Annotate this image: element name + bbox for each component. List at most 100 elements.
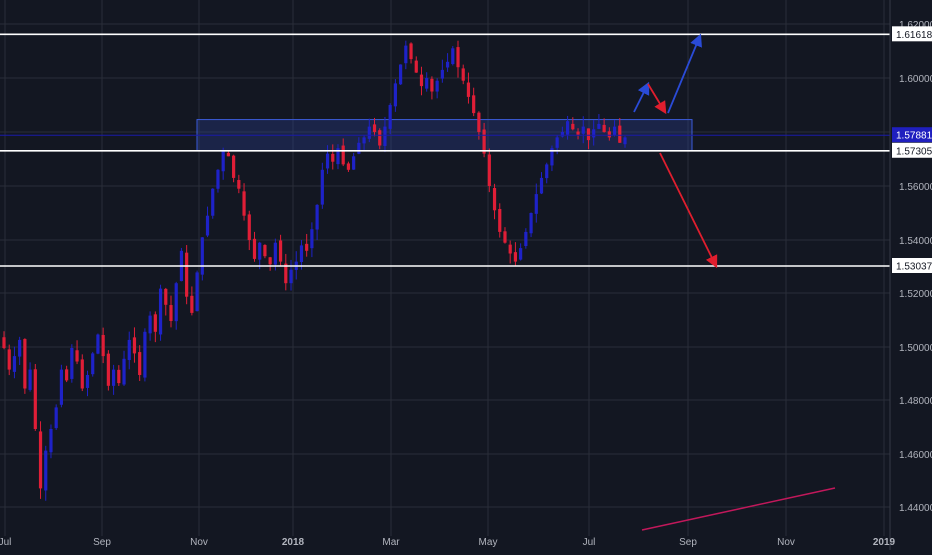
candle-body	[315, 204, 319, 230]
y-tick-label: 1.62000	[899, 20, 932, 31]
arrow-up-1[interactable]	[633, 81, 650, 113]
candle-body	[96, 334, 100, 354]
candle-body	[602, 124, 606, 132]
candle-body	[190, 295, 194, 313]
level-badge: 1.53037	[896, 262, 932, 273]
candle-body	[352, 156, 356, 170]
candle-body	[357, 142, 361, 154]
candle-body	[487, 154, 491, 186]
candle-body	[576, 131, 580, 135]
candle-body	[445, 61, 450, 68]
candle-body	[310, 229, 314, 249]
candle-body	[122, 358, 126, 385]
candle-body	[612, 126, 617, 135]
candle-body	[138, 352, 142, 375]
candle-body	[404, 45, 408, 64]
candle-body	[325, 153, 330, 169]
candle-body	[430, 78, 434, 92]
candle-body	[607, 131, 611, 138]
candle-body	[33, 369, 37, 429]
candle-body	[529, 213, 533, 234]
candle-body	[200, 237, 204, 275]
x-tick-label: Nov	[777, 537, 795, 548]
candle-body	[12, 356, 17, 372]
x-tick-label: 2019	[873, 537, 896, 548]
x-tick-label: Jul	[583, 537, 596, 548]
candle-body	[597, 123, 601, 129]
candle-body	[221, 150, 225, 172]
candle-body	[169, 305, 173, 321]
candle-body	[44, 450, 48, 491]
candle-body	[258, 242, 262, 260]
level-badge: 1.61618	[896, 30, 932, 41]
candle-body	[560, 132, 564, 137]
level-badge: 1.57305	[896, 146, 932, 157]
scenario-arrows	[633, 33, 836, 531]
candle-body	[185, 252, 189, 297]
arrow-up-2[interactable]	[667, 33, 702, 114]
candle-body	[284, 263, 288, 284]
x-tick-label: Nov	[190, 537, 208, 548]
candle-body	[498, 208, 502, 232]
candle-body	[618, 125, 622, 143]
candle-body	[158, 288, 163, 335]
candle-body	[513, 252, 518, 262]
candle-body	[164, 288, 168, 305]
candle-body	[174, 283, 178, 322]
candle-body	[592, 129, 596, 138]
trendline[interactable]	[641, 487, 836, 531]
candle-body	[289, 269, 293, 284]
arrow-down-1[interactable]	[647, 83, 667, 115]
candle-body	[23, 339, 27, 389]
candle-body	[367, 126, 371, 139]
level-badge-bg	[892, 258, 932, 274]
candle-body	[440, 69, 444, 79]
candle-body	[399, 64, 403, 85]
candle-body	[2, 337, 6, 348]
candle-body	[70, 348, 74, 379]
candle-body	[252, 238, 257, 259]
candle-body	[388, 105, 392, 129]
candle-body	[503, 231, 507, 243]
y-tick-label: 1.54000	[899, 236, 932, 247]
candle-body	[372, 124, 377, 132]
candle-body	[534, 194, 538, 214]
level-badge-bg	[892, 26, 932, 42]
x-tick-label: May	[479, 537, 498, 548]
candle-body	[153, 314, 157, 332]
candle-body	[65, 369, 69, 381]
candle-body	[320, 169, 324, 205]
candle-body	[101, 334, 105, 357]
candle-body	[571, 123, 575, 130]
candle-body	[305, 243, 309, 251]
candle-body	[378, 130, 382, 146]
candle-body	[18, 339, 22, 357]
arrow-down-2[interactable]	[659, 152, 718, 269]
candle-body	[273, 242, 277, 265]
candle-body	[75, 350, 79, 362]
candle-body	[226, 152, 230, 157]
candle-body	[362, 137, 366, 144]
candle-body	[341, 145, 345, 165]
candle-body	[451, 48, 455, 65]
x-tick-label: Mar	[382, 537, 400, 548]
candle-body	[555, 137, 559, 148]
candle-body	[539, 177, 544, 194]
y-tick-label: 1.46000	[899, 450, 932, 461]
candle-body	[456, 47, 460, 68]
candle-body	[409, 43, 413, 60]
candle-body	[336, 148, 340, 165]
candle-body	[519, 248, 523, 260]
candle-body	[242, 191, 246, 216]
candle-body	[581, 126, 585, 134]
candle-body	[7, 349, 11, 370]
current-price-badge: 1.57881	[896, 131, 932, 142]
candle-body	[508, 244, 512, 254]
price-axis-background	[890, 0, 932, 550]
y-tick-label: 1.60000	[899, 74, 932, 85]
candle-body	[143, 331, 147, 378]
candle-body	[278, 240, 283, 262]
